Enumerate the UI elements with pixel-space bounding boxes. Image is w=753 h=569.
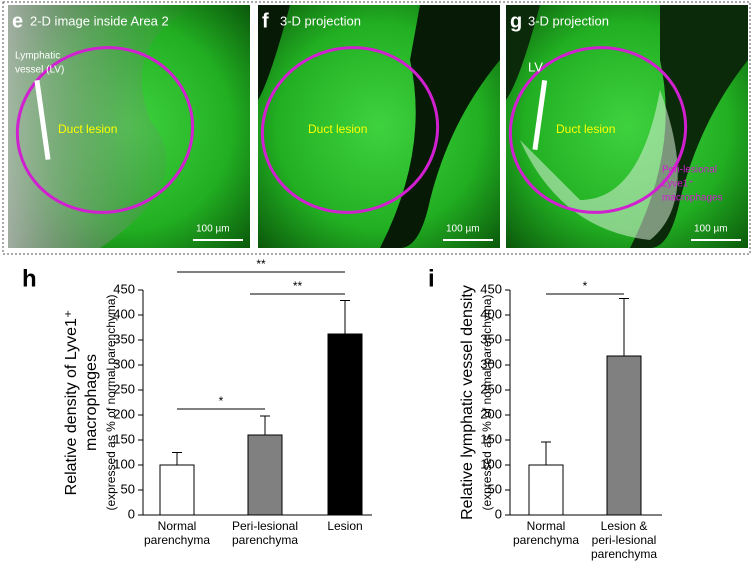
x-tick-label: Peri-lesional <box>232 519 298 533</box>
annotation: Peri-lesional <box>662 165 717 176</box>
y-tick-label: 100 <box>113 456 135 471</box>
y-tick-label: 50 <box>121 481 135 496</box>
scale-bar-label: 100 µm <box>446 224 480 235</box>
significance-label: * <box>583 279 588 293</box>
x-tick-label: peri-lesional <box>592 533 657 547</box>
y-tick-label: 250 <box>480 381 502 396</box>
y-tick-label: 350 <box>113 331 135 346</box>
y-tick-label: 50 <box>488 481 502 496</box>
significance-label: ** <box>256 257 266 271</box>
y-tick-label: 400 <box>480 306 502 321</box>
y-axis-label: Relative density of Lyve1⁺ <box>63 310 80 496</box>
scale-bar-label: 100 µm <box>694 224 728 235</box>
y-axis-label: (expressed as % of normal parenchyma) <box>480 294 494 510</box>
panel-letter: i <box>428 265 435 292</box>
y-tick-label: 150 <box>480 431 502 446</box>
y-tick-label: 350 <box>480 331 502 346</box>
y-tick-label: 250 <box>113 381 135 396</box>
annotation: macrophages <box>662 193 723 204</box>
scale-bar-label: 100 µm <box>196 224 230 235</box>
panel-title: 3-D projection <box>280 13 361 28</box>
x-tick-label: parenchyma <box>591 547 657 561</box>
panel-f: f 3-D projection Duct lesion 100 µm <box>258 5 500 248</box>
bar <box>606 355 642 516</box>
bar <box>159 464 195 516</box>
y-tick-label: 0 <box>495 506 502 521</box>
y-tick-label: 300 <box>480 356 502 371</box>
panel-letter: g <box>510 10 522 32</box>
annotation: vessel (LV) <box>15 65 64 76</box>
annotation: Lyve1⁺ <box>662 179 694 190</box>
annotation: Lymphatic <box>15 51 60 62</box>
annotation: LV <box>528 59 543 74</box>
annotation: Duct lesion <box>308 122 367 136</box>
panel-title: 3-D projection <box>528 13 609 28</box>
panel-letter: e <box>12 10 23 32</box>
x-tick-label: parenchyma <box>232 533 298 547</box>
panel-letter: f <box>262 10 269 32</box>
y-tick-label: 150 <box>113 431 135 446</box>
bar <box>247 434 283 516</box>
panel-e: e 2-D image inside Area 2 Lymphatic vess… <box>8 5 250 248</box>
x-tick-label: Normal <box>527 519 566 533</box>
annotation: Duct lesion <box>556 122 615 136</box>
y-axis-label: (expressed as % of normal parenchyma) <box>104 294 118 510</box>
bar <box>327 333 363 516</box>
y-axis-label: Relative lymphatic vessel density <box>459 285 476 520</box>
y-tick-label: 400 <box>113 306 135 321</box>
x-tick-label: Lesion & <box>601 519 648 533</box>
y-tick-label: 0 <box>128 506 135 521</box>
figure-border <box>2 1 751 255</box>
y-tick-label: 300 <box>113 356 135 371</box>
panel-letter: h <box>22 265 37 292</box>
y-tick-label: 200 <box>113 406 135 421</box>
panel-g: g 3-D projection LV Duct lesion Peri-les… <box>506 5 748 248</box>
bar <box>528 464 564 516</box>
significance-label: * <box>219 394 224 408</box>
y-tick-label: 100 <box>480 456 502 471</box>
y-tick-label: 450 <box>113 281 135 296</box>
y-axis-label: macrophages <box>83 354 100 451</box>
panel-title: 2-D image inside Area 2 <box>30 13 169 28</box>
y-tick-label: 200 <box>480 406 502 421</box>
y-tick-label: 450 <box>480 281 502 296</box>
x-tick-label: Lesion <box>327 519 362 533</box>
x-tick-label: parenchyma <box>513 533 579 547</box>
x-tick-label: parenchyma <box>144 533 210 547</box>
x-tick-label: Normal <box>158 519 197 533</box>
significance-label: ** <box>293 279 303 293</box>
annotation: Duct lesion <box>58 122 117 136</box>
